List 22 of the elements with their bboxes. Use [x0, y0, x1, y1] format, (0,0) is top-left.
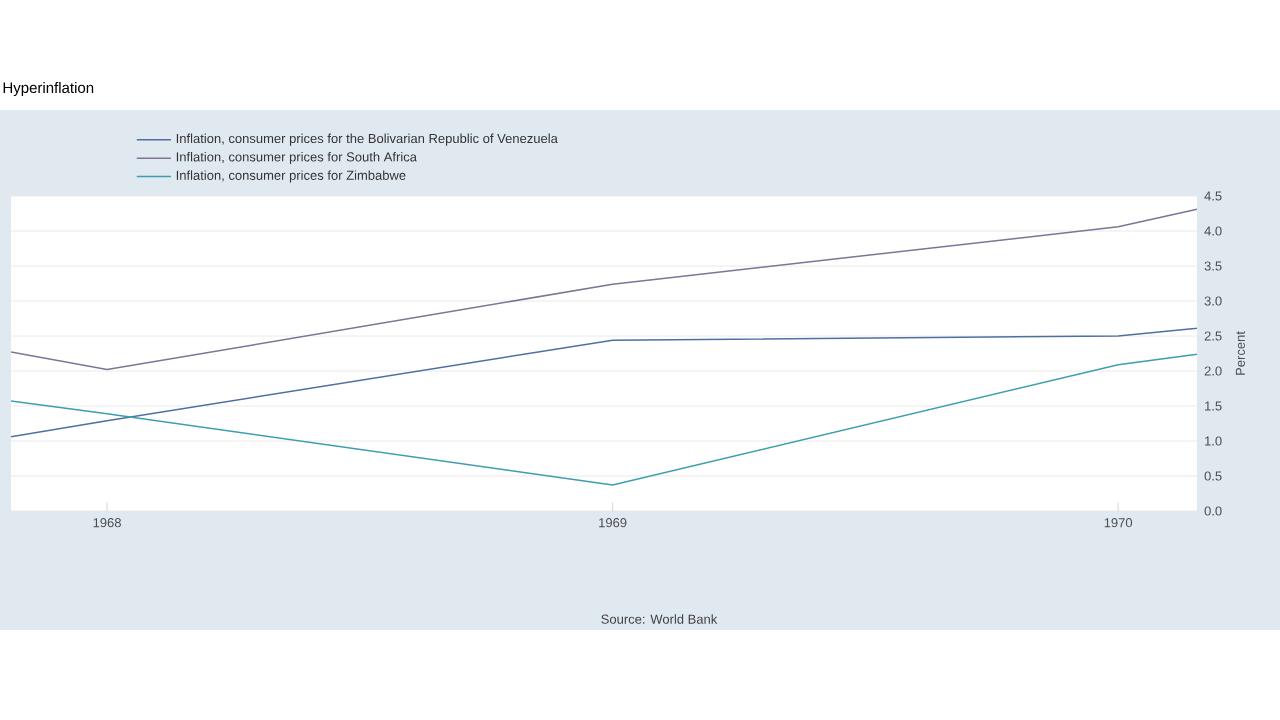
- x-tick-label: 1969: [599, 518, 627, 528]
- y-tick-label: 1.0: [1205, 436, 1222, 446]
- legend-label: Inflation, consumer prices for South Africa: [176, 151, 417, 165]
- line-series: [11, 353, 1198, 486]
- y-tick-label: 4.0: [1204, 226, 1222, 236]
- y-tick-label: 4.5: [1204, 191, 1222, 201]
- source-note: Source: World Bank: [601, 614, 718, 624]
- x-tick-label: 1968: [93, 518, 121, 528]
- legend-label: Inflation, consumer prices for Zimbabwe: [176, 170, 406, 183]
- y-axis-title: Percent: [1235, 331, 1245, 375]
- legend-label: Inflation, consumer prices for the Bolivarian Republic of Venezuela: [176, 133, 558, 146]
- y-tick-label: 0.0: [1204, 506, 1222, 516]
- y-tick-label: 2.5: [1204, 331, 1222, 341]
- x-tick-label: 1970: [1104, 518, 1133, 528]
- y-tick-label: 3.5: [1204, 261, 1222, 271]
- line-series: [11, 327, 1198, 438]
- y-tick-label: 2.0: [1204, 366, 1222, 376]
- y-tick-label: 1.5: [1205, 401, 1222, 411]
- chart-title: Hyperinflation: [3, 82, 94, 96]
- line-series: [11, 208, 1198, 371]
- y-tick-label: 3.0: [1204, 296, 1222, 306]
- y-tick-label: 0.5: [1204, 471, 1222, 481]
